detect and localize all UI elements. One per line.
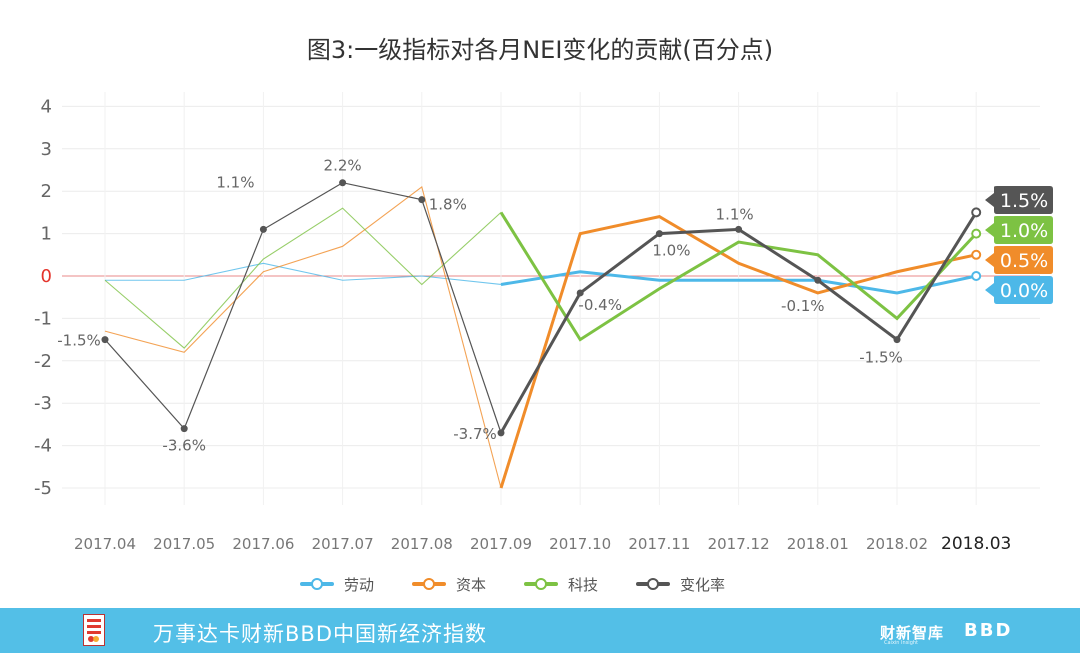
y-tick-label: -5 <box>34 478 52 499</box>
data-label: -1.5% <box>57 332 101 350</box>
series-lines <box>101 179 982 489</box>
end-badge-shape <box>985 186 1053 214</box>
data-point <box>101 336 109 344</box>
legend-label: 劳动 <box>344 575 375 594</box>
data-point <box>339 179 347 187</box>
data-point <box>655 230 663 238</box>
x-tick-label: 2017.06 <box>232 535 294 553</box>
series-line <box>499 211 978 342</box>
y-tick-label: -3 <box>34 393 52 414</box>
legend-item-labor[interactable]: 劳动 <box>300 574 374 595</box>
series-line <box>499 215 977 489</box>
data-point <box>893 336 901 344</box>
legend-label: 科技 <box>568 575 599 594</box>
x-tick-label: 2017.05 <box>153 535 215 553</box>
data-point <box>814 276 822 284</box>
legend-swatch-change-rate <box>636 578 671 590</box>
y-tick-label: 1 <box>41 224 52 245</box>
data-point <box>735 225 743 233</box>
caixin-insight-logo: 财新智库 <box>880 624 945 642</box>
end-badge-label: 0.0% <box>1000 280 1048 302</box>
legend-swatch-technology <box>524 578 559 590</box>
data-label: -0.4% <box>578 296 622 314</box>
y-tick-label: 2 <box>41 181 52 202</box>
data-point <box>576 289 584 297</box>
legend-label: 变化率 <box>680 575 726 594</box>
end-badge-shape <box>985 216 1053 244</box>
data-label: 2.2% <box>324 157 362 175</box>
legend-item-capital[interactable]: 资本 <box>412 574 486 595</box>
legend-swatch-capital <box>412 578 447 590</box>
series-line-thin <box>104 182 502 434</box>
series-end-marker <box>971 207 982 218</box>
y-tick-label: 0 <box>41 266 52 287</box>
y-tick-label: -4 <box>34 436 52 457</box>
x-tick-label: 2018.02 <box>866 535 928 553</box>
end-badge-label: 0.5% <box>1000 250 1048 272</box>
data-point <box>180 425 188 433</box>
end-badge-label: 1.0% <box>1000 220 1048 242</box>
bbd-logo: BBD <box>964 620 1013 641</box>
data-label: 1.0% <box>652 242 690 260</box>
end-badge: 0.0% <box>985 276 1053 304</box>
footer-bar: 万事达卡财新BBD中国新经济指数 财新智库 Caixin Insight BBD <box>0 608 1080 653</box>
data-point <box>259 225 267 233</box>
end-badge: 0.5% <box>985 246 1053 274</box>
end-badge: 1.5% <box>985 186 1053 214</box>
y-tick-label: 4 <box>41 96 52 117</box>
y-tick-label: -1 <box>34 308 52 329</box>
y-tick-label: 3 <box>41 139 52 160</box>
caixin-insight-sub: Caixin Insight <box>884 640 918 646</box>
data-label: -3.6% <box>162 437 206 455</box>
data-label: -3.7% <box>453 425 497 443</box>
end-badge-shape <box>985 246 1053 274</box>
x-tick-label: 2017.11 <box>628 535 690 553</box>
legend-label: 资本 <box>456 575 487 594</box>
chart-title: 图3:一级指标对各月NEI变化的贡献(百分点) <box>306 36 774 64</box>
footer-title: 万事达卡财新BBD中国新经济指数 <box>153 622 487 646</box>
y-axis: 4 3 2 1 0 -1 -2 -3 -4 -5 <box>34 96 52 499</box>
x-tick-label: 2017.08 <box>391 535 453 553</box>
data-label: 1.1% <box>216 173 254 191</box>
data-label: 1.1% <box>716 205 754 223</box>
x-tick-label: 2017.04 <box>74 535 136 553</box>
series-line <box>500 270 977 295</box>
series-end-marker <box>971 249 982 260</box>
legend-item-change-rate[interactable]: 变化率 <box>636 574 725 595</box>
data-labels: -1.5% -3.6% 1.1% 2.2% 1.8% -3.7% -0.4% 1.0% 1.1%… <box>57 157 903 455</box>
legend-swatch-labor <box>300 578 334 590</box>
grid <box>62 92 1040 505</box>
end-badges: 0.0% 0.5% 1.0% 1.5% <box>985 186 1053 304</box>
data-label: 1.8% <box>429 196 467 214</box>
series-line-thin <box>104 207 502 349</box>
legend-item-technology[interactable]: 科技 <box>524 574 598 595</box>
end-badge-shape <box>985 276 1053 304</box>
end-badge: 1.0% <box>985 216 1053 244</box>
x-axis: 2017.04 2017.05 2017.06 2017.07 2017.08 2017.… <box>74 534 1011 554</box>
y-tick-label: -2 <box>34 351 52 372</box>
end-badge-label: 1.5% <box>1000 190 1048 212</box>
data-label: -1.5% <box>859 349 903 367</box>
x-tick-label: 2017.10 <box>549 535 611 553</box>
series-end-marker <box>971 228 982 239</box>
x-tick-label: 2018.03 <box>941 534 1011 554</box>
data-label: -0.1% <box>781 297 825 315</box>
series-line-thin <box>105 262 502 286</box>
series-end-marker <box>971 271 982 281</box>
data-point <box>418 196 426 204</box>
x-tick-label: 2017.07 <box>312 535 374 553</box>
legend: 劳动 资本 科技 变化率 <box>300 572 820 596</box>
nei-logo-icon <box>83 614 105 646</box>
x-tick-label: 2017.09 <box>470 535 532 553</box>
data-point <box>497 429 505 437</box>
x-tick-label: 2017.12 <box>708 535 770 553</box>
x-tick-label: 2018.01 <box>787 535 849 553</box>
